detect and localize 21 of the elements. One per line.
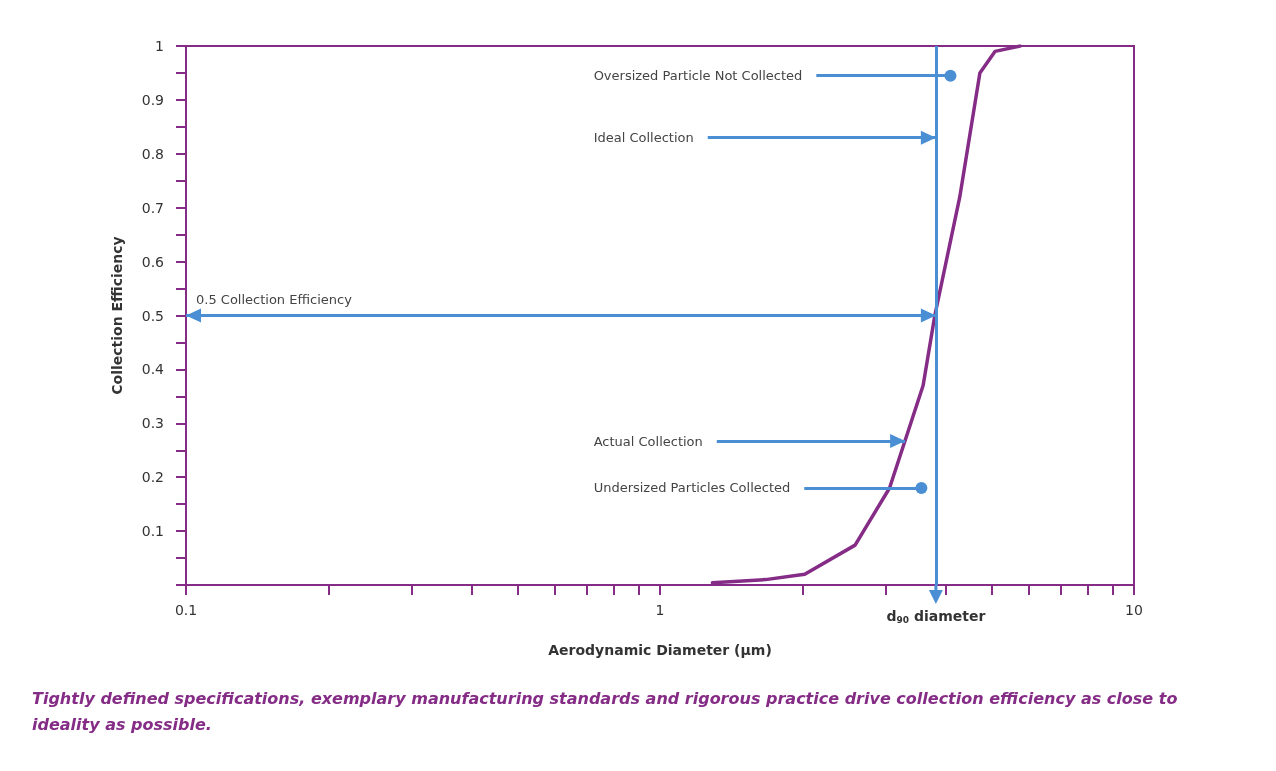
y-tick-label: 0.9 xyxy=(141,91,164,108)
y-tick-label: 1 xyxy=(155,38,164,54)
y-tick-label: 0.8 xyxy=(141,145,164,162)
annotation: Oversized Particle Not Collected xyxy=(593,68,803,84)
x-tick-label: 10 xyxy=(1125,602,1143,618)
y-tick-label: 0.1 xyxy=(141,523,164,540)
text: Tightly defined specifications, exemplary manufacturing standards and rigorous practice drive collection efficiency as close to ideality as possible. xyxy=(31,688,1179,736)
y-tick-label: 0.6 xyxy=(141,253,165,270)
y-tick-label: 0.4 xyxy=(141,361,165,378)
x-tick-label: 0.1 xyxy=(174,602,198,618)
x-axis-title: Aerodynamic Diameter (µm) xyxy=(548,642,772,658)
annotation: Actual Collection xyxy=(593,433,703,449)
annotation: Ideal Collection xyxy=(593,130,694,146)
annotation: Undersized Particles Collected xyxy=(593,480,791,496)
x-tick-label: 1 xyxy=(655,602,665,618)
y-tick-label: 0.5 xyxy=(141,307,164,324)
y-axis-title: Collection Efficiency xyxy=(109,236,125,395)
y-tick-label: 0.3 xyxy=(141,415,164,432)
ref-line-label: 0.5 Collection Efficiency xyxy=(196,291,353,307)
y-tick-label: 0.7 xyxy=(141,199,164,216)
y-tick-label: 0.2 xyxy=(141,469,164,486)
